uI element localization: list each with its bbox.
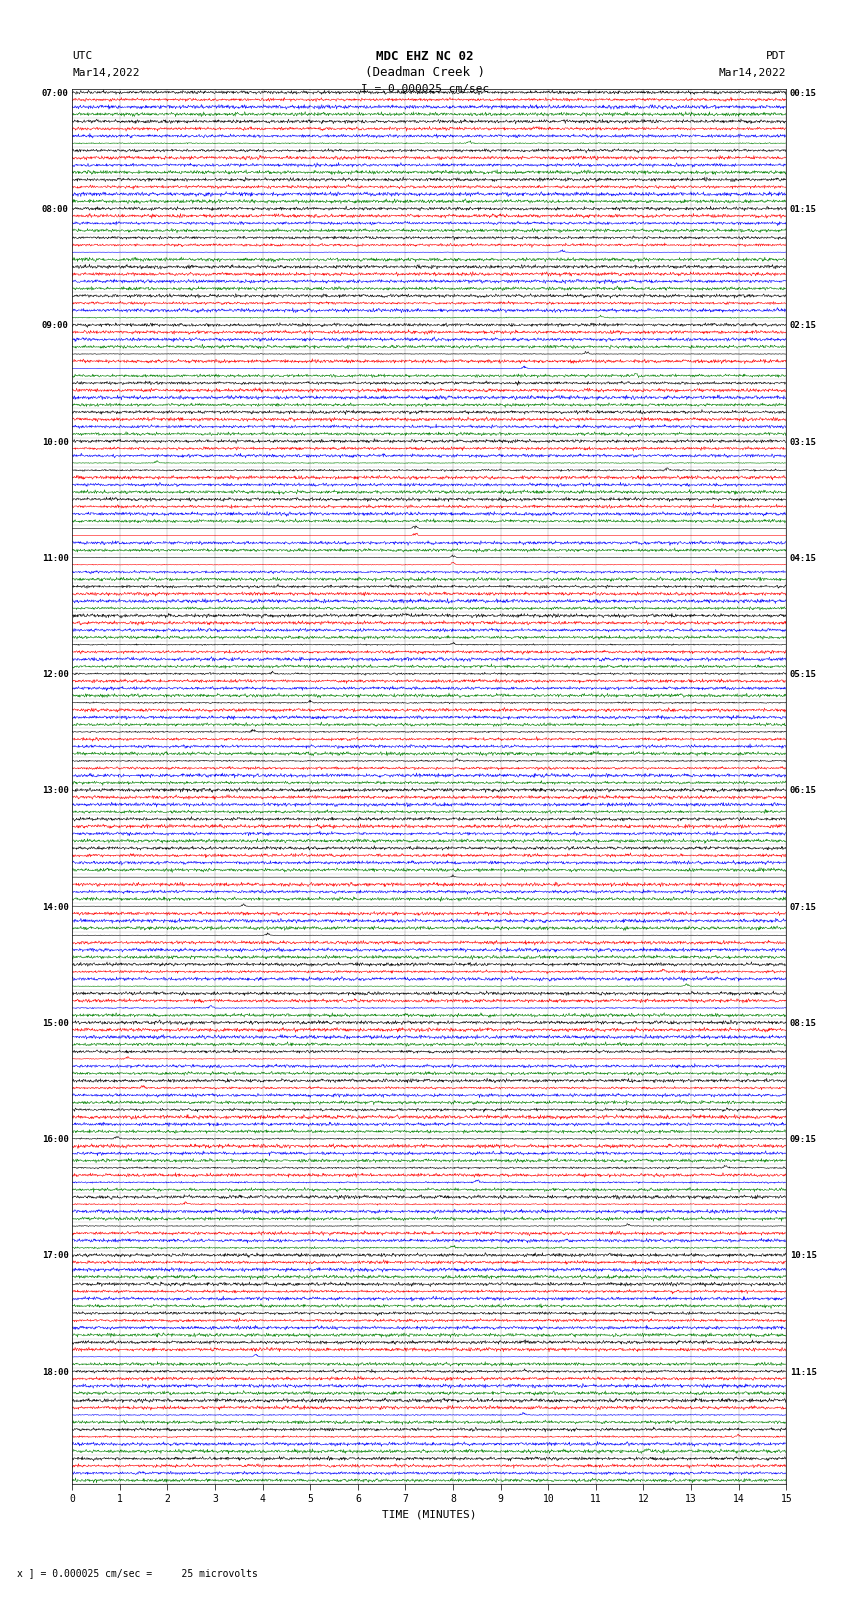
Text: 10:15: 10:15 [790, 1252, 817, 1260]
Text: 18:00: 18:00 [42, 1368, 69, 1376]
Text: 13:00: 13:00 [42, 787, 69, 795]
Text: 09:15: 09:15 [790, 1136, 817, 1144]
Text: 04:15: 04:15 [790, 553, 817, 563]
Text: PDT: PDT [766, 52, 786, 61]
Text: 11:15: 11:15 [790, 1368, 817, 1376]
Text: 00:15: 00:15 [790, 89, 817, 98]
Text: 08:15: 08:15 [790, 1019, 817, 1027]
Text: 05:15: 05:15 [790, 669, 817, 679]
Text: x ] = 0.000025 cm/sec =     25 microvolts: x ] = 0.000025 cm/sec = 25 microvolts [17, 1568, 258, 1578]
X-axis label: TIME (MINUTES): TIME (MINUTES) [382, 1510, 477, 1519]
Text: I = 0.000025 cm/sec: I = 0.000025 cm/sec [361, 84, 489, 94]
Text: 01:15: 01:15 [790, 205, 817, 215]
Text: Mar14,2022: Mar14,2022 [719, 68, 786, 77]
Text: 06:15: 06:15 [790, 787, 817, 795]
Text: 17:00: 17:00 [42, 1252, 69, 1260]
Text: 02:15: 02:15 [790, 321, 817, 331]
Text: 12:00: 12:00 [42, 669, 69, 679]
Text: UTC: UTC [72, 52, 93, 61]
Text: 10:00: 10:00 [42, 437, 69, 447]
Text: 08:00: 08:00 [42, 205, 69, 215]
Text: 11:00: 11:00 [42, 553, 69, 563]
Text: (Deadman Creek ): (Deadman Creek ) [365, 66, 485, 79]
Text: 16:00: 16:00 [42, 1136, 69, 1144]
Text: 07:00: 07:00 [42, 89, 69, 98]
Text: 07:15: 07:15 [790, 903, 817, 911]
Text: 09:00: 09:00 [42, 321, 69, 331]
Text: 15:00: 15:00 [42, 1019, 69, 1027]
Text: 03:15: 03:15 [790, 437, 817, 447]
Text: 14:00: 14:00 [42, 903, 69, 911]
Text: MDC EHZ NC 02: MDC EHZ NC 02 [377, 50, 473, 63]
Text: Mar14,2022: Mar14,2022 [72, 68, 139, 77]
